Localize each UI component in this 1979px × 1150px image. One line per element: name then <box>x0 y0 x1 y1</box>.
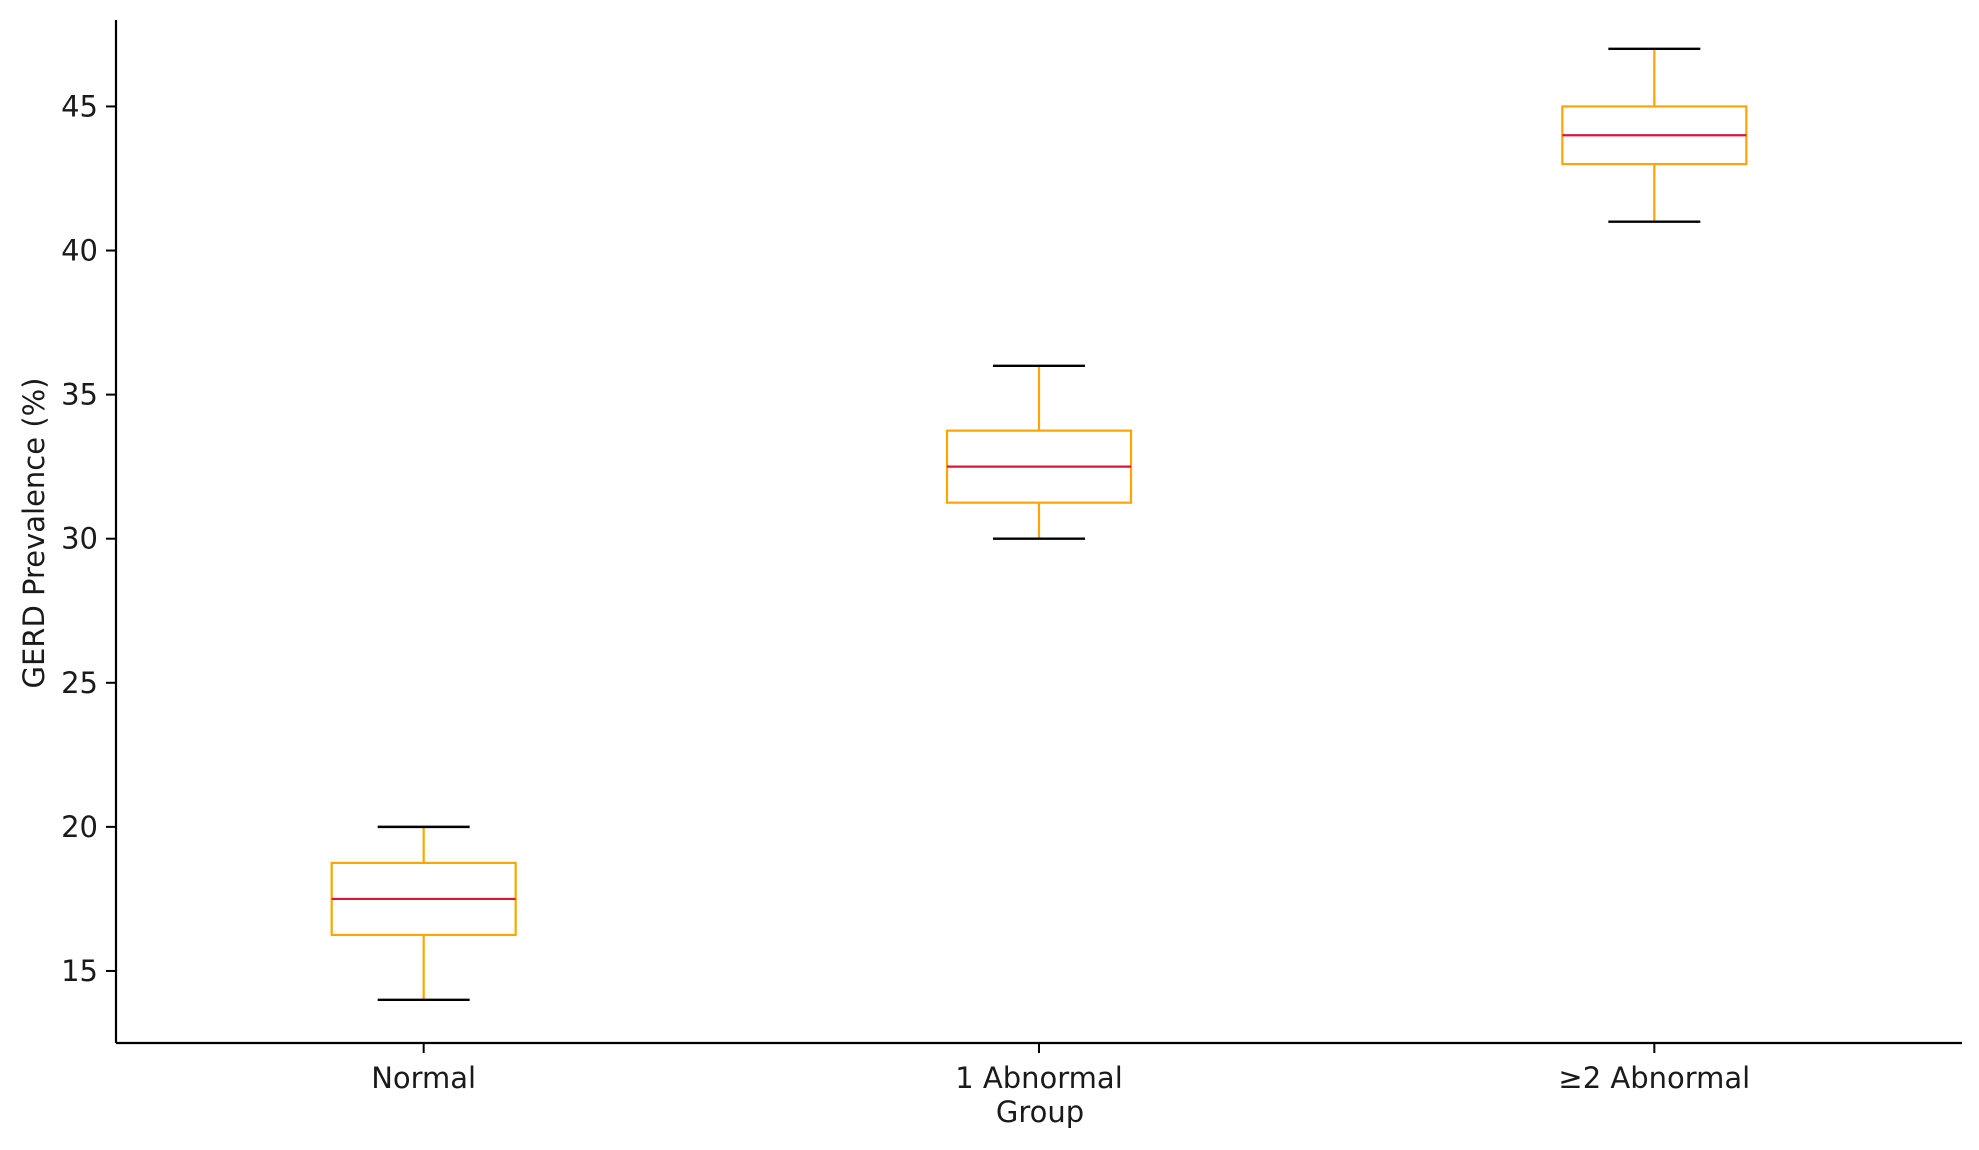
plot-area <box>330 47 1748 1001</box>
y-tick-label: 20 <box>61 810 98 844</box>
x-axis-title: Group <box>996 1095 1084 1129</box>
y-axis: 15 20 25 30 35 40 45 <box>61 20 118 1043</box>
y-tick-label: 35 <box>61 378 98 412</box>
x-tick-label: 1 Abnormal <box>955 1061 1123 1095</box>
box-group <box>330 825 517 1001</box>
x-axis: Normal 1 Abnormal ≥2 Abnormal <box>116 1041 1962 1095</box>
y-tick-label: 30 <box>61 522 98 556</box>
y-axis-title: GERD Prevalence (%) <box>17 378 51 689</box>
y-tick-label: 40 <box>61 234 98 268</box>
y-tick-label: 25 <box>61 666 98 700</box>
box-group <box>945 364 1133 540</box>
y-tick-label: 15 <box>61 954 98 988</box>
box-group <box>1561 47 1748 223</box>
x-tick-label: Normal <box>371 1061 476 1095</box>
y-tick-label: 45 <box>61 89 98 123</box>
x-tick-label: ≥2 Abnormal <box>1558 1061 1750 1095</box>
